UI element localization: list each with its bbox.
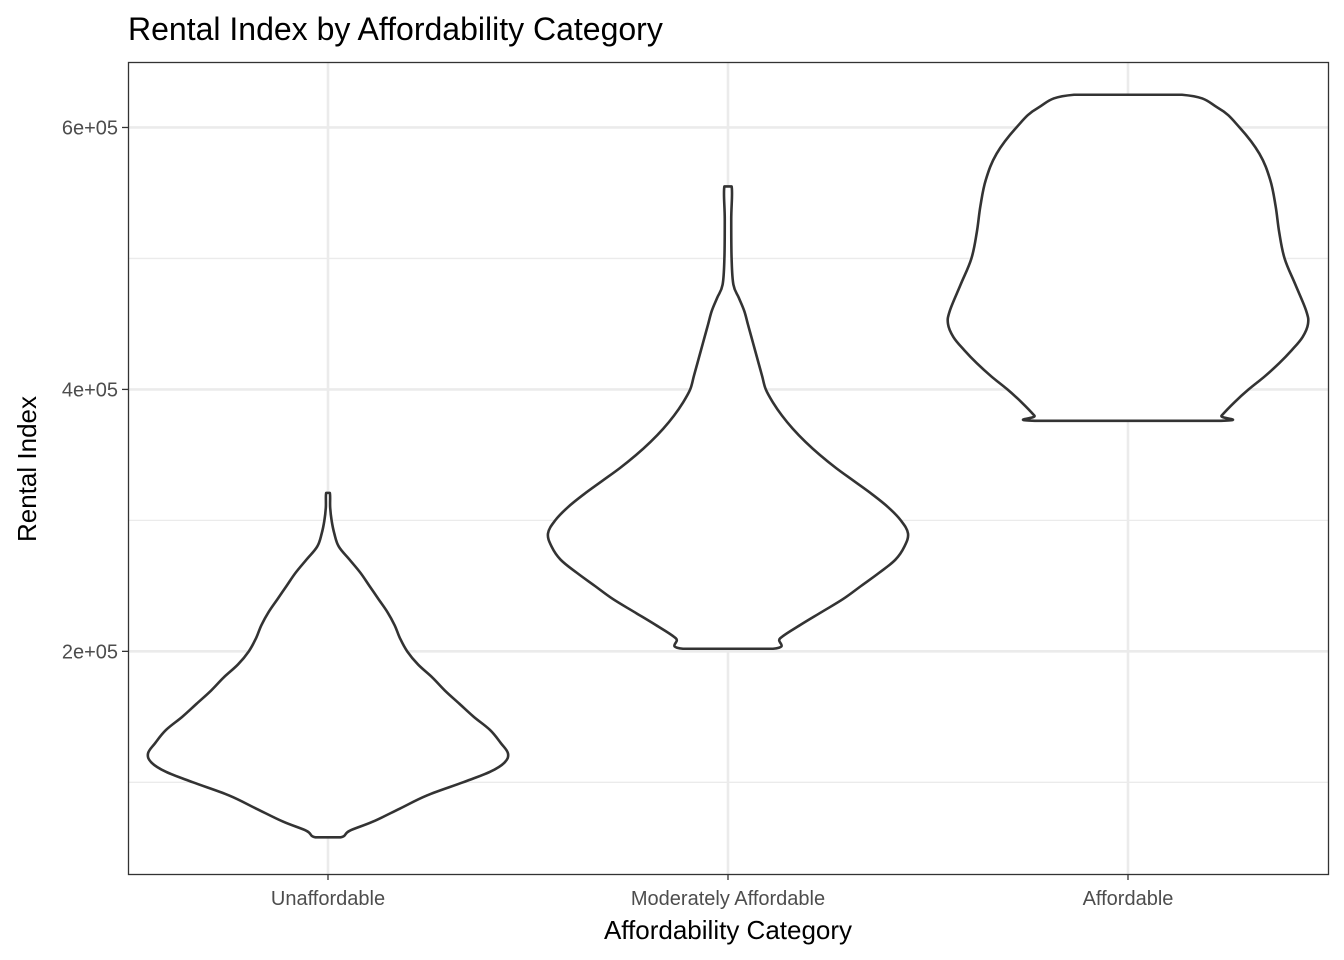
axes: 2e+05 4e+05 6e+05 Unaffordable Moderately Af… [62,117,1174,910]
y-tick-label: 6e+05 [62,117,118,139]
y-axis-title: Rental Index [12,396,42,542]
violin-unaffordable [146,491,510,839]
chart-title: Rental Index by Affordability Category [128,11,663,47]
x-axis-title: Affordability Category [604,915,852,945]
violin-affordable [946,93,1310,423]
violins [146,93,1310,839]
x-tick-label: Affordable [1083,888,1174,910]
x-tick-label: Moderately Affordable [631,888,825,910]
y-tick-label: 2e+05 [62,641,118,663]
violin-moderately-affordable [546,185,910,651]
x-tick-label: Unaffordable [271,888,385,910]
y-tick-label: 4e+05 [62,379,118,401]
